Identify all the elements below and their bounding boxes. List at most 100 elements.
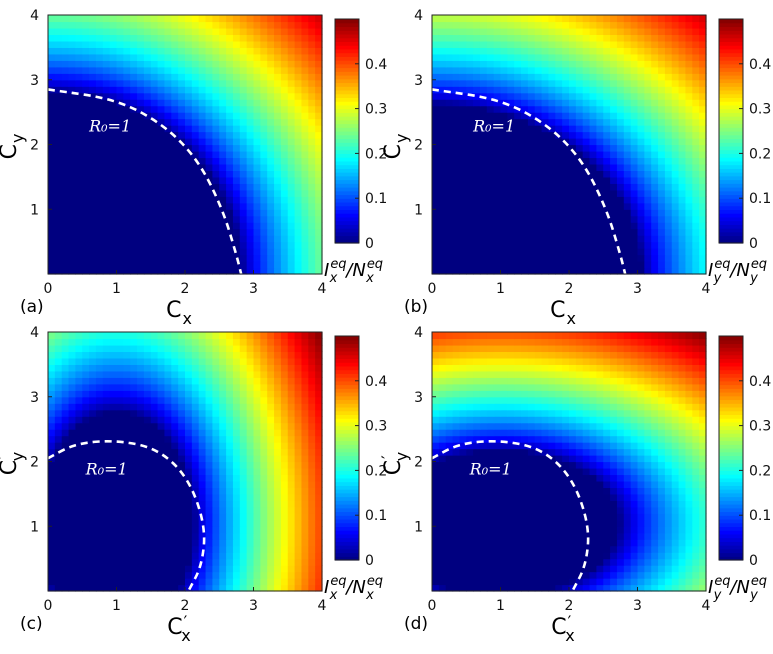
- heatmap-cell: [596, 228, 604, 236]
- heatmap-cell: [95, 513, 104, 521]
- heatmap-cell: [459, 170, 467, 178]
- heatmap-cell: [89, 409, 97, 417]
- heatmap-cell: [95, 261, 104, 269]
- heatmap-cell: [562, 189, 570, 197]
- heatmap-cell: [123, 409, 131, 417]
- heatmap-cell: [246, 163, 255, 171]
- heatmap-cell: [61, 442, 70, 450]
- heatmap-cell: [527, 99, 536, 107]
- heatmap-cell: [137, 254, 145, 262]
- heatmap-cell: [596, 66, 604, 74]
- heatmap-cell: [157, 53, 166, 61]
- heatmap-cell: [267, 241, 275, 249]
- heatmap-cell: [246, 170, 255, 178]
- colorbar-segment: [335, 153, 359, 158]
- heatmap-cell: [589, 66, 597, 74]
- heatmap-cell: [205, 416, 213, 424]
- heatmap-cell: [589, 183, 597, 191]
- heatmap-cell: [75, 552, 83, 560]
- heatmap-cell: [287, 157, 296, 165]
- heatmap-cell: [521, 21, 529, 29]
- heatmap-cell: [315, 170, 323, 178]
- heatmap-cell: [253, 125, 261, 133]
- heatmap-cell: [212, 202, 220, 210]
- heatmap-cell: [692, 15, 700, 23]
- heatmap-cell: [205, 202, 213, 210]
- heatmap-cell: [479, 73, 488, 81]
- heatmap-cell: [61, 493, 70, 501]
- heatmap-cell: [260, 448, 268, 456]
- heatmap-cell: [527, 202, 536, 210]
- heatmap-cell: [473, 40, 481, 48]
- heatmap-cell: [603, 34, 611, 42]
- heatmap-cell: [89, 150, 97, 159]
- heatmap-cell: [548, 241, 556, 249]
- heatmap-cell: [452, 125, 460, 133]
- heatmap-cell: [75, 170, 83, 178]
- heatmap-cell: [500, 176, 508, 184]
- heatmap-cell: [603, 40, 611, 48]
- heatmap-cell: [54, 370, 63, 378]
- colorbar-segment: [335, 164, 359, 169]
- heatmap-cell: [507, 15, 515, 23]
- heatmap-cell: [185, 448, 193, 456]
- heatmap-cell: [308, 584, 316, 592]
- heatmap-cell: [130, 558, 138, 566]
- heatmap-cell: [527, 21, 536, 29]
- heatmap-cell: [473, 150, 481, 159]
- heatmap-cell: [157, 241, 166, 249]
- heatmap-cell: [246, 338, 255, 346]
- heatmap-cell: [301, 125, 309, 133]
- heatmap-cell: [61, 189, 70, 197]
- heatmap-cell: [315, 364, 323, 372]
- heatmap-cell: [89, 157, 97, 165]
- heatmap-cell: [48, 138, 56, 146]
- heatmap-cell: [630, 150, 639, 159]
- heatmap-cell: [95, 370, 104, 378]
- heatmap-cell: [459, 183, 467, 191]
- heatmap-cell: [143, 40, 152, 48]
- heatmap-cell: [130, 429, 138, 437]
- heatmap-cell: [534, 86, 543, 94]
- heatmap-cell: [644, 235, 652, 243]
- heatmap-cell: [514, 144, 522, 152]
- heatmap-cell: [287, 396, 296, 404]
- heatmap-cell: [562, 144, 570, 152]
- heatmap-cell: [274, 47, 282, 55]
- heatmap-cell: [308, 526, 316, 534]
- heatmap-cell: [239, 539, 248, 547]
- heatmap-cell: [191, 202, 200, 210]
- heatmap-cell: [48, 112, 56, 120]
- heatmap-cell: [232, 209, 241, 217]
- heatmap-cell: [54, 422, 63, 430]
- heatmap-cell: [246, 60, 255, 68]
- heatmap-cell: [130, 552, 138, 560]
- heatmap-cell: [527, 222, 536, 230]
- heatmap-cell: [150, 416, 159, 424]
- heatmap-cell: [82, 163, 90, 171]
- heatmap-cell: [555, 60, 563, 68]
- heatmap-cell: [102, 493, 111, 501]
- heatmap-cell: [212, 118, 220, 126]
- heatmap-cell: [171, 422, 179, 430]
- heatmap-cell: [137, 92, 145, 100]
- heatmap-cell: [137, 480, 145, 488]
- heatmap-cell: [294, 27, 303, 36]
- heatmap-cell: [610, 40, 618, 48]
- y-axis-label: Cy: [381, 134, 411, 160]
- heatmap-cell: [452, 202, 460, 210]
- heatmap-cell: [630, 157, 639, 165]
- panel-label: (a): [20, 297, 44, 317]
- heatmap-cell: [466, 241, 474, 249]
- heatmap-cell: [226, 461, 234, 469]
- heatmap-cell: [137, 558, 145, 566]
- colorbar-segment: [719, 19, 743, 24]
- colorbar-segment: [719, 97, 743, 102]
- heatmap-cell: [116, 235, 124, 243]
- heatmap-cell: [493, 202, 502, 210]
- heatmap-cell: [164, 125, 172, 133]
- heatmap-cell: [479, 215, 488, 223]
- heatmap-cell: [95, 338, 104, 346]
- heatmap-cell: [664, 261, 673, 269]
- heatmap-cell: [521, 125, 529, 133]
